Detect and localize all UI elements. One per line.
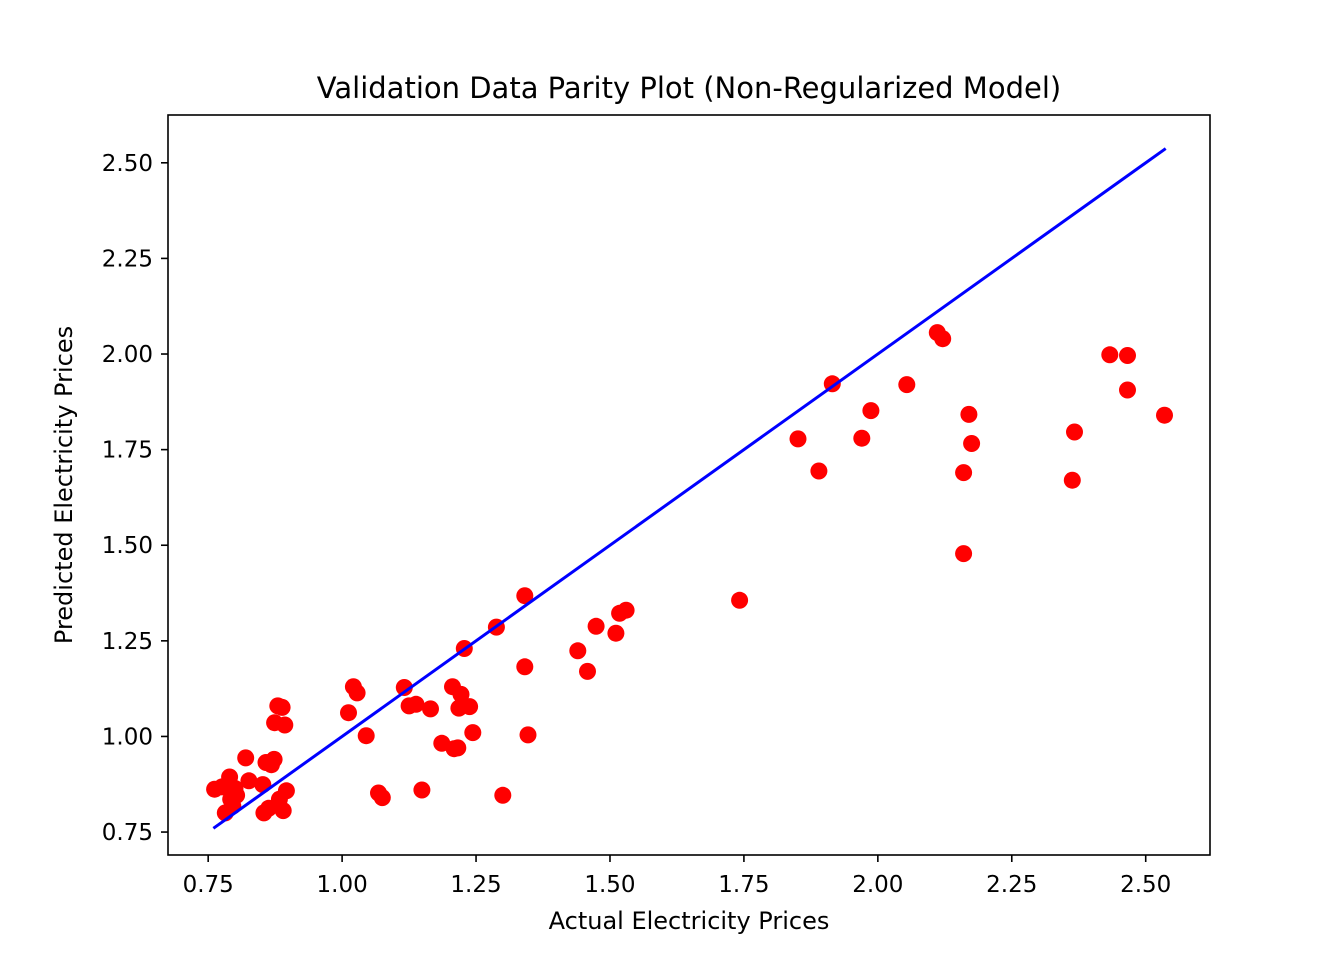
data-point [395,679,413,696]
y-tick-label: 1.25 [102,629,153,655]
parity-line [212,147,1167,830]
y-tick-label: 2.00 [102,342,153,368]
data-point [273,698,291,716]
data-point [810,462,828,480]
data-point [519,726,537,744]
data-point [276,716,294,734]
x-tick-label: 0.75 [183,872,234,898]
data-point [461,698,479,716]
data-point [960,405,978,423]
data-point [516,587,534,605]
data-point [731,591,749,609]
x-axis-ticks: 0.75 1.00 1.25 1.50 1.75 2.00 2.25 2.50 [183,855,1171,898]
data-point [955,545,973,563]
data-point [1119,347,1136,364]
data-point [340,704,357,722]
data-point [1119,381,1136,399]
data-point [898,376,916,394]
data-point [579,662,596,680]
x-tick-label: 1.00 [317,872,368,898]
plot-frame [167,114,1211,856]
data-point [617,601,635,619]
data-point [413,781,431,799]
data-point [1066,423,1083,441]
data-point [955,464,973,482]
data-point [348,684,366,702]
x-tick-label: 1.25 [450,872,501,898]
data-point [237,749,255,767]
y-tick-label: 1.00 [102,724,153,750]
data-point [607,624,625,642]
data-point [357,727,375,745]
x-tick-label: 2.00 [852,872,903,898]
data-point [228,786,246,804]
plot-area [206,147,1173,830]
data-point [1101,346,1119,364]
y-axis-label: Predicted Electricity Prices [50,326,78,644]
data-point [373,789,391,807]
data-point [516,658,534,676]
data-point [449,739,467,757]
data-point [452,685,470,703]
x-tick-label: 1.50 [584,872,635,898]
data-point [862,402,880,420]
data-point [963,435,981,452]
data-point [240,772,258,790]
y-axis-ticks: 0.75 1.00 1.25 1.50 1.75 2.00 2.25 2.50 [102,151,168,846]
x-axis-label: Actual Electricity Prices [549,907,830,935]
data-point [494,786,512,804]
data-point [277,782,295,800]
data-point [407,695,425,713]
y-tick-label: 1.50 [102,533,153,559]
data-point [265,750,283,768]
data-point [569,642,587,660]
x-tick-label: 2.25 [986,872,1037,898]
chart-title: Validation Data Parity Plot (Non-Regular… [317,71,1061,105]
x-tick-label: 1.75 [718,872,769,898]
data-point [587,617,605,635]
data-point [1156,406,1173,424]
data-point [1063,471,1081,489]
data-point [934,330,952,348]
y-tick-label: 2.50 [102,151,153,177]
data-point [464,724,482,742]
data-point [853,429,871,447]
data-point [274,802,292,820]
y-tick-label: 1.75 [102,438,153,464]
data-point [422,700,439,718]
y-tick-label: 2.25 [102,246,153,272]
y-tick-label: 0.75 [102,820,153,846]
data-point [789,430,807,448]
x-tick-label: 2.50 [1120,872,1171,898]
